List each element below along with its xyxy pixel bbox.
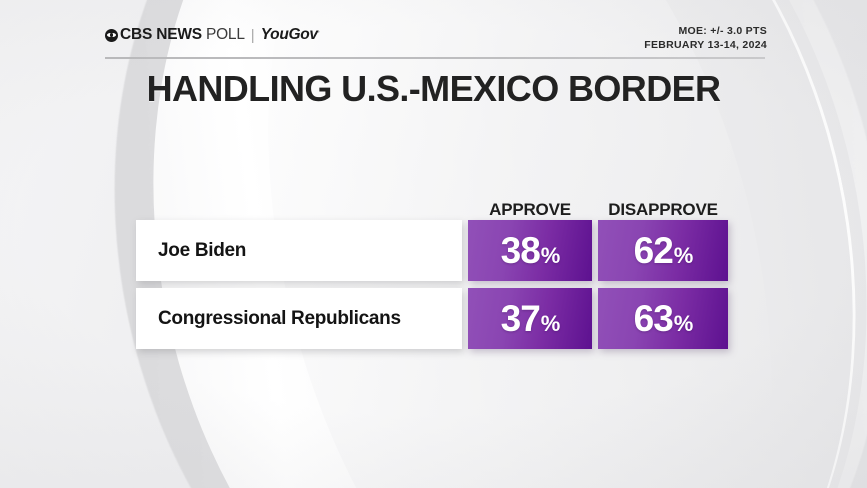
column-header-approve: APPROVE	[489, 200, 571, 219]
percent-value: 37 %	[500, 298, 561, 339]
brand-logo: CBS NEWS POLL | YouGov ˚	[105, 26, 320, 44]
row-label-text: Joe Biden	[158, 239, 247, 261]
column-header-disapprove: DISAPPROVE	[608, 200, 718, 219]
table-row: Congressional Republicans 37 % 63 %	[136, 288, 728, 349]
page-title: HANDLING U.S.-MEXICO BORDER	[146, 68, 721, 109]
cbs-eye-icon	[105, 28, 118, 42]
percent-number: 38	[500, 230, 541, 271]
results-table: APPROVE DISAPPROVE Joe Biden 38 % 62 %	[136, 198, 728, 356]
brand-yougov: YouGov	[260, 26, 318, 43]
row-label-cell: Joe Biden	[136, 220, 462, 281]
percent-number: 62	[633, 230, 674, 271]
percent-value: 63 %	[633, 298, 694, 339]
row-label-text: Congressional Republicans	[158, 307, 401, 329]
percent-symbol: %	[673, 311, 694, 336]
percent-value: 38 %	[500, 230, 561, 271]
row-label-cell: Congressional Republicans	[136, 288, 462, 349]
margin-of-error: MOE: +/- 3.0 PTS	[678, 25, 767, 37]
cell-disapprove: 63 %	[598, 288, 728, 349]
poll-date: FEBRUARY 13-14, 2024	[644, 39, 767, 51]
percent-symbol: %	[673, 243, 694, 268]
brand-cbs-news: CBS NEWS	[120, 26, 202, 43]
brand-poll: POLL	[205, 26, 245, 43]
percent-number: 63	[633, 298, 674, 339]
cell-approve: 37 %	[468, 288, 592, 349]
header: CBS NEWS POLL | YouGov ˚ MOE: +/- 3.0 PT…	[0, 24, 867, 58]
poll-meta: MOE: +/- 3.0 PTS FEBRUARY 13-14, 2024	[644, 24, 767, 52]
table-column-headers: APPROVE DISAPPROVE	[136, 198, 728, 220]
percent-symbol: %	[540, 243, 561, 268]
header-divider	[105, 57, 765, 59]
percent-symbol: %	[540, 311, 561, 336]
brand-separator: |	[250, 26, 255, 44]
table-row: Joe Biden 38 % 62 %	[136, 220, 728, 281]
percent-number: 37	[500, 298, 541, 339]
brand-trademark: ˚	[317, 32, 320, 38]
cell-disapprove: 62 %	[598, 220, 728, 281]
cell-approve: 38 %	[468, 220, 592, 281]
percent-value: 62 %	[633, 230, 694, 271]
